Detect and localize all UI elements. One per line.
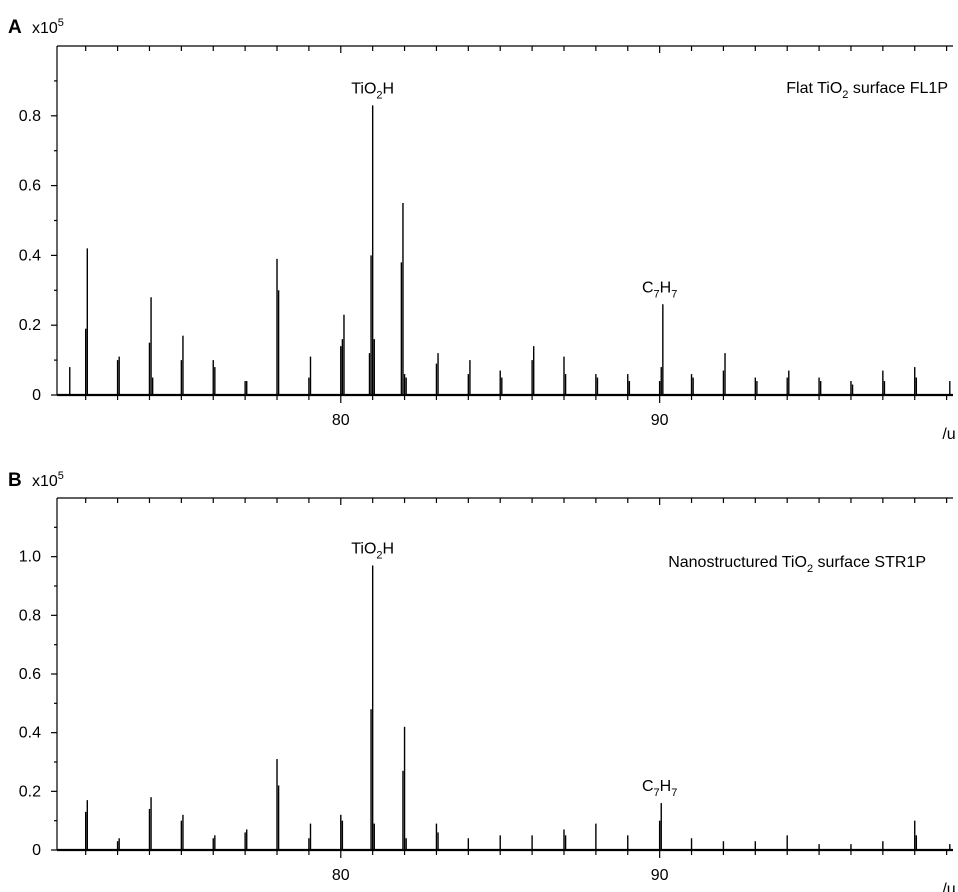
peak-annotation-part: TiO (351, 540, 376, 557)
peak-annotation-part: H (383, 540, 395, 557)
surface-label-sub: 2 (842, 89, 848, 101)
y-tick-label: 0.4 (19, 725, 41, 742)
peak-annotation-part: H (383, 80, 395, 97)
peak-annotation-part: 7 (671, 288, 677, 300)
surface-label-pre: Flat TiO (786, 80, 842, 97)
panel-letter: A (8, 17, 22, 38)
y-tick-label: 0 (32, 387, 41, 404)
peak-annotation-part: 7 (671, 787, 677, 799)
y-tick-label: 1.0 (19, 549, 41, 566)
y-multiplier: x105 (32, 17, 64, 37)
peak-annotation-part: 2 (376, 549, 382, 561)
peak-annotation: C7H7 (642, 279, 677, 300)
peak-annotation-part: C (642, 778, 654, 795)
y-multiplier-base: x10 (32, 20, 58, 37)
y-multiplier: x105 (32, 470, 64, 490)
y-tick-label: 0.8 (19, 108, 41, 125)
x-unit-label: /u (942, 881, 955, 892)
peak-annotation: C7H7 (642, 778, 677, 799)
y-tick-label: 0.6 (19, 178, 41, 195)
surface-label-sub: 2 (807, 563, 813, 575)
x-tick-label: 90 (651, 412, 669, 429)
peak-annotation-part: TiO (351, 80, 376, 97)
surface-label: Flat TiO2 surface FL1P (786, 80, 948, 101)
y-tick-label: 0.8 (19, 607, 41, 624)
panel-letter: B (8, 470, 22, 491)
surface-label-post: surface STR1P (813, 554, 926, 571)
x-unit-label: /u (942, 426, 955, 443)
y-multiplier-exponent: 5 (58, 470, 64, 482)
x-tick-label: 90 (651, 867, 669, 884)
y-multiplier-exponent: 5 (58, 17, 64, 29)
peak-annotation-part: 2 (376, 89, 382, 101)
surface-label-post: surface FL1P (848, 80, 948, 97)
peak-annotation-part: C (642, 279, 654, 296)
y-tick-label: 0.6 (19, 666, 41, 683)
peak-annotation-part: H (660, 778, 672, 795)
y-tick-label: 0.4 (19, 247, 41, 264)
y-tick-label: 0 (32, 842, 41, 859)
peak-annotation-part: 7 (654, 288, 660, 300)
y-multiplier-base: x10 (32, 473, 58, 490)
surface-label: Nanostructured TiO2 surface STR1P (668, 554, 926, 575)
x-tick-label: 80 (332, 867, 350, 884)
peak-annotation: TiO2H (351, 80, 394, 101)
peak-annotation-part: H (660, 279, 672, 296)
surface-label-pre: Nanostructured TiO (668, 554, 807, 571)
x-tick-label: 80 (332, 412, 350, 429)
peak-annotation: TiO2H (351, 540, 394, 561)
peak-annotation-part: 7 (654, 787, 660, 799)
y-tick-label: 0.2 (19, 317, 41, 334)
y-tick-label: 0.2 (19, 783, 41, 800)
